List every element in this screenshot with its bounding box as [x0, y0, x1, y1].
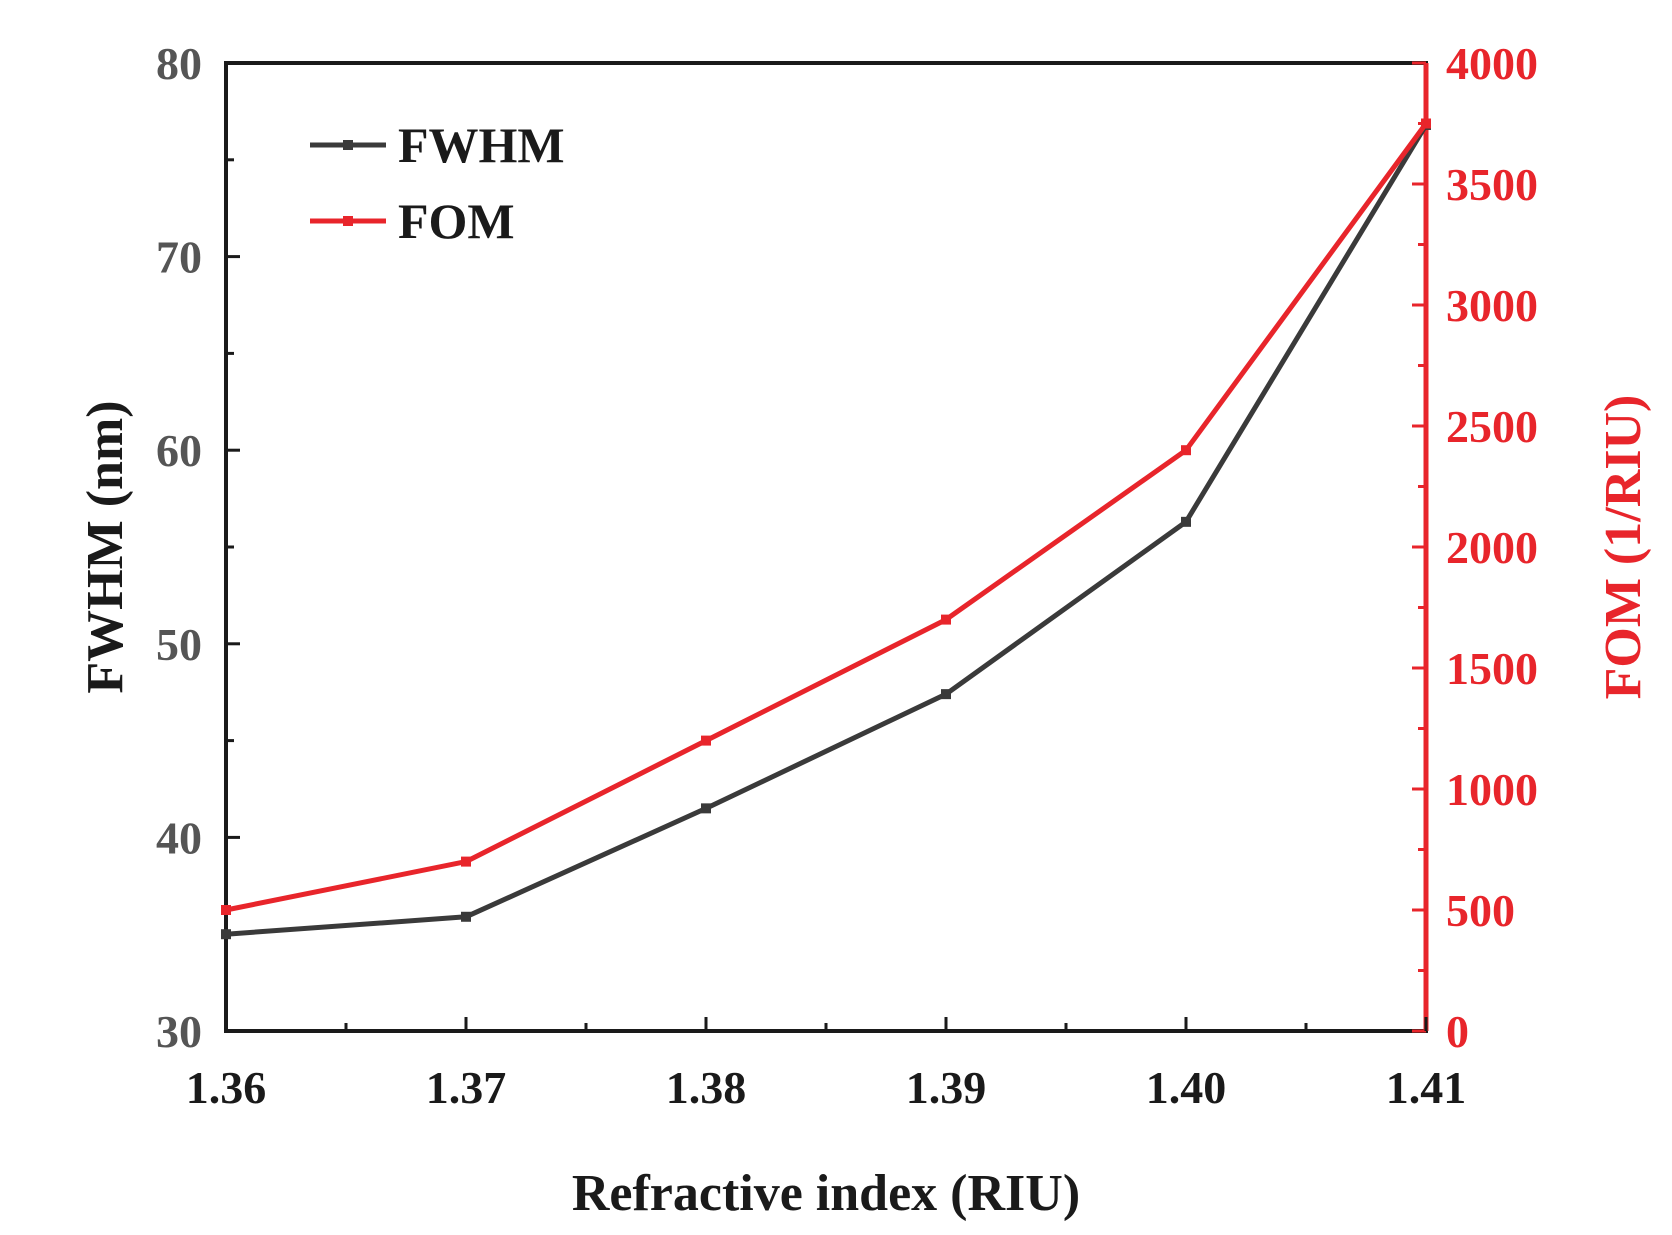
y2-tick-label: 500 [1446, 885, 1515, 936]
bottom-axis-ticks: 1.36 1.37 1.38 1.39 1.40 1.41 [186, 1017, 1467, 1113]
series-layer [221, 118, 1431, 940]
y2-tick-label: 2000 [1446, 522, 1538, 573]
right-axis-ticks: 0 500 1000 1500 2000 2500 3000 3500 4000 [1412, 38, 1538, 1057]
x-axis-title: Refractive index (RIU) [572, 1165, 1080, 1222]
data-point-fom [701, 735, 711, 746]
data-point-fom [941, 614, 951, 625]
legend-marker-fom [343, 216, 353, 226]
data-point-fwhm [701, 803, 711, 814]
y-tick-label: 70 [156, 232, 202, 283]
x-tick-label: 1.41 [1386, 1062, 1467, 1113]
data-point-fom [1181, 445, 1191, 456]
y2-tick-label: 0 [1446, 1006, 1469, 1057]
y-tick-label: 30 [156, 1006, 202, 1057]
y2-tick-label: 2500 [1446, 401, 1538, 452]
data-point-fwhm [461, 911, 471, 922]
data-point-fwhm [221, 929, 231, 940]
x-tick-label: 1.37 [426, 1062, 507, 1113]
y-axis-title: FWHM (nm) [77, 400, 134, 693]
series-line-fom [225, 122, 1429, 913]
y-tick-label: 60 [156, 425, 202, 476]
series-line-fwhm [225, 123, 1429, 937]
data-point-fwhm [1181, 516, 1191, 527]
left-axis-ticks: 30 40 50 60 70 80 [156, 38, 240, 1057]
y-tick-label: 50 [156, 619, 202, 670]
data-point-fom [461, 856, 471, 867]
y2-tick-label: 4000 [1446, 38, 1538, 89]
y2-tick-label: 3000 [1446, 280, 1538, 331]
legend: FWHM FOM [310, 117, 565, 249]
y-tick-label: 40 [156, 812, 202, 863]
y-tick-label: 80 [156, 38, 202, 89]
data-point-fom [221, 905, 231, 915]
y2-tick-label: 1000 [1446, 764, 1538, 815]
legend-label-fwhm: FWHM [398, 117, 565, 173]
y2-tick-label: 3500 [1446, 159, 1538, 210]
data-point-fwhm [941, 689, 951, 700]
data-point-fom [1421, 118, 1431, 129]
y2-axis-title: FOM (1/RIU) [1595, 395, 1652, 700]
x-tick-label: 1.36 [186, 1062, 267, 1113]
y2-tick-label: 1500 [1446, 643, 1538, 694]
x-tick-label: 1.40 [1146, 1062, 1227, 1113]
legend-marker-fwhm [343, 140, 353, 150]
x-tick-label: 1.38 [666, 1062, 747, 1113]
x-tick-label: 1.39 [906, 1062, 987, 1113]
legend-label-fom: FOM [398, 193, 515, 249]
